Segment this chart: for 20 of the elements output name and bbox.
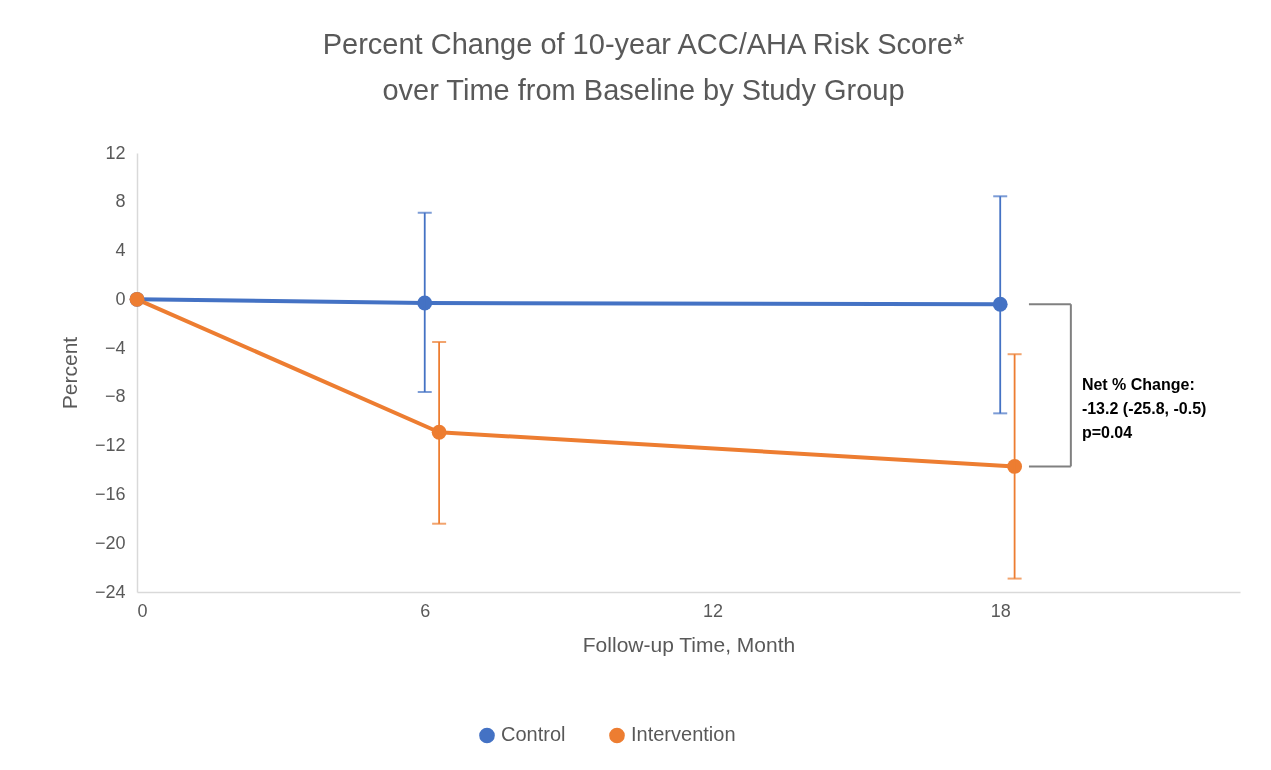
y-tick-label: −20 [94,532,126,553]
legend-label: Intervention [631,723,736,746]
y-tick-label: −8 [104,386,126,407]
y-tick-label: −16 [94,483,126,504]
y-tick-label: −12 [94,435,126,456]
x-tick-label: 0 [137,600,148,621]
y-tick-label: 4 [115,240,126,261]
y-tick-label: 12 [105,142,126,163]
y-tick-label: 0 [115,288,126,309]
annotation: Net % Change: -13.2 (-25.8, -0.5) p=0.04 [1081,376,1207,442]
x-tick-label: 18 [990,600,1011,621]
x-tick-label: 6 [420,600,431,621]
y-tick-label: −24 [94,581,126,602]
x-tick-label: 12 [702,600,723,621]
x-axis-title: Follow-up Time, Month [582,632,796,656]
y-axis-title: Percent [57,336,81,410]
y-tick-label: −4 [104,337,126,358]
legend-label: Control [501,723,566,746]
y-tick-label: 8 [115,191,126,212]
chart-title: Percent Change of 10-year ACC/AHA Risk Score* over Time from Baseline by Study Group [322,28,965,106]
